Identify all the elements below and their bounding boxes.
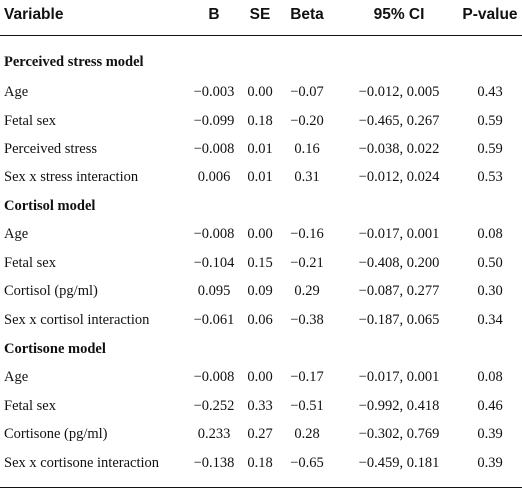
cell-p-value: 0.53 [477,169,503,185]
cell-b: −0.008 [193,141,235,157]
cell-variable: Age [4,84,29,100]
cell-b: −0.008 [193,369,235,385]
section-title-row: Cortisol model [0,193,522,219]
table-row: Fetal sex −0.099 0.18 −0.20 −0.465, 0.26… [0,108,522,134]
cell-se: 0.06 [247,312,273,328]
header-variable: Variable [4,6,64,23]
cell-ci: −0.187, 0.065 [358,312,440,328]
cell-ci: −0.017, 0.001 [358,226,440,242]
cell-b: −0.099 [193,113,235,129]
table-row: Cortisone (pg/ml) 0.233 0.27 0.28 −0.302… [0,421,522,447]
cell-p-value: 0.59 [477,113,503,129]
cell-se: 0.00 [247,226,273,242]
cell-beta: 0.31 [294,169,320,185]
table-row: Fetal sex −0.252 0.33 −0.51 −0.992, 0.41… [0,393,522,419]
header-b: B [208,6,220,23]
table-row: Sex x stress interaction 0.006 0.01 0.31… [0,164,522,190]
header-se: SE [249,6,271,23]
cell-variable: Perceived stress [4,141,98,157]
cell-p-value: 0.50 [477,255,503,271]
cell-variable: Fetal sex [4,113,56,129]
cell-p-value: 0.59 [477,141,503,157]
cell-ci: −0.992, 0.418 [358,398,440,414]
cell-ci: −0.012, 0.024 [358,169,440,185]
cell-variable: Sex x cortisone interaction [4,455,160,471]
table-row: Sex x cortisol interaction −0.061 0.06 −… [0,307,522,333]
cell-se: 0.27 [247,426,273,442]
cell-se: 0.18 [247,113,273,129]
cell-b: 0.006 [197,169,231,185]
cell-beta: −0.65 [290,455,324,471]
cell-b: −0.061 [193,312,235,328]
cell-se: 0.33 [247,398,273,414]
section-title: Cortisol model [4,198,96,214]
cell-p-value: 0.46 [477,398,503,414]
table-row: Age −0.003 0.00 −0.07 −0.012, 0.005 0.43 [0,79,522,105]
section-title-row: Cortisone model [0,336,522,362]
cell-se: 0.09 [247,283,273,299]
cell-beta: 0.28 [294,426,320,442]
cell-b: 0.233 [197,426,231,442]
cell-p-value: 0.30 [477,283,503,299]
cell-se: 0.15 [247,255,273,271]
cell-ci: −0.459, 0.181 [358,455,440,471]
table-row: Age −0.008 0.00 −0.17 −0.017, 0.001 0.08 [0,364,522,390]
cell-beta: −0.17 [290,369,324,385]
table-row: Perceived stress −0.008 0.01 0.16 −0.038… [0,136,522,162]
cell-se: 0.00 [247,84,273,100]
table-row: Sex x cortisone interaction −0.138 0.18 … [0,450,522,476]
cell-beta: −0.16 [290,226,324,242]
cell-b: −0.008 [193,226,235,242]
cell-ci: −0.465, 0.267 [358,113,440,129]
cell-beta: −0.21 [290,255,324,271]
section-title: Perceived stress model [4,54,144,70]
cell-b: −0.104 [193,255,235,271]
cell-se: 0.00 [247,369,273,385]
cell-p-value: 0.43 [477,84,503,100]
cell-ci: −0.017, 0.001 [358,369,440,385]
cell-p-value: 0.08 [477,369,503,385]
cell-p-value: 0.08 [477,226,503,242]
cell-se: 0.01 [247,141,273,157]
cell-variable: Sex x cortisol interaction [4,312,150,328]
cell-beta: −0.51 [290,398,324,414]
cell-beta: −0.38 [290,312,324,328]
cell-b: −0.138 [193,455,235,471]
header-ci: 95% CI [373,6,425,23]
header-rule [0,35,522,36]
cell-variable: Cortisone (pg/ml) [4,426,108,442]
cell-p-value: 0.34 [477,312,503,328]
cell-p-value: 0.39 [477,455,503,471]
cell-b: −0.252 [193,398,235,414]
cell-ci: −0.302, 0.769 [358,426,440,442]
cell-ci: −0.038, 0.022 [358,141,440,157]
cell-b: 0.095 [197,283,231,299]
bottom-rule [0,487,522,488]
table-row: Cortisol (pg/ml) 0.095 0.09 0.29 −0.087,… [0,278,522,304]
cell-variable: Age [4,226,29,242]
cell-variable: Fetal sex [4,398,56,414]
section-title: Cortisone model [4,341,106,357]
cell-se: 0.01 [247,169,273,185]
cell-p-value: 0.39 [477,426,503,442]
cell-variable: Sex x stress interaction [4,169,139,185]
header-beta: Beta [290,6,324,23]
cell-variable: Cortisol (pg/ml) [4,283,98,299]
section-title-row: Perceived stress model [0,49,522,75]
cell-beta: −0.07 [290,84,324,100]
cell-beta: 0.29 [294,283,320,299]
cell-beta: −0.20 [290,113,324,129]
table-header-row: Variable B SE Beta 95% CI P-value [0,2,522,28]
cell-variable: Age [4,369,29,385]
cell-variable: Fetal sex [4,255,56,271]
cell-ci: −0.012, 0.005 [358,84,440,100]
cell-ci: −0.087, 0.277 [358,283,440,299]
cell-se: 0.18 [247,455,273,471]
cell-ci: −0.408, 0.200 [358,255,440,271]
cell-beta: 0.16 [294,141,320,157]
table-row: Age −0.008 0.00 −0.16 −0.017, 0.001 0.08 [0,221,522,247]
header-p-value: P-value [462,6,518,23]
table-row: Fetal sex −0.104 0.15 −0.21 −0.408, 0.20… [0,250,522,276]
cell-b: −0.003 [193,84,235,100]
